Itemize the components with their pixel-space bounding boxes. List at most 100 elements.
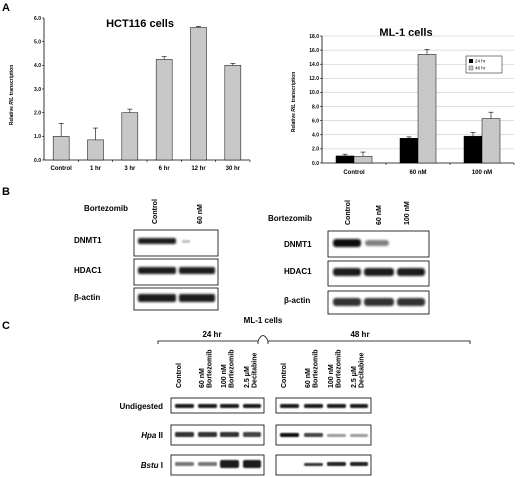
group-bracket [257,335,269,342]
blot-c: ML-1 cells 24 hr 48 hr Control 60 nM Borte… [119,316,471,476]
y-tick-label: 12.0 [309,76,319,82]
category-label: 1 hr [90,166,102,172]
row-label-dnmt1: DNMT1 [74,236,102,245]
band [243,404,261,408]
legend-label-48hr: 48 hr [475,66,486,71]
band [364,268,394,276]
band [397,298,425,306]
bar [335,155,355,164]
band [179,267,215,274]
treatment-label: Bortezomib [84,204,128,213]
ylabel-part: Relative [9,105,15,126]
y-tick-label: 6.0 [312,118,319,124]
band [138,238,176,244]
band [350,404,368,408]
bar [481,118,501,164]
chart-title-hct116: HCT116 cells [106,18,174,30]
y-tick-label: 2.0 [312,147,319,153]
chart-title-ml1: ML-1 cells [379,27,432,39]
ylabel-part: transcription [291,72,297,104]
band [280,404,299,408]
hct116-chart: HCT116 cells Relative RIL transcription … [9,16,251,172]
bar [417,54,437,164]
y-tick-label: 5.0 [34,39,41,45]
blot-b-left: Bortezomib Control 60 nM DNMT1 HDAC1 β-a… [74,199,219,311]
bar [52,136,70,161]
y-tick-label: 18.0 [309,34,319,40]
band [350,434,368,437]
blot-strip [275,424,372,446]
band [304,433,323,437]
y-axis-label-hct116: Relative RIL transcription [9,65,15,126]
y-tick-label: 2.0 [34,110,41,116]
band [182,240,190,243]
lane-label: Control [281,363,288,388]
row-label-enzyme: Hpa [141,431,157,440]
lane-label: Control [345,200,352,225]
band [198,404,217,408]
category-label: 60 nM [409,170,426,176]
ylabel-gene: RIL [9,97,15,105]
bar [190,27,207,161]
legend: 24 hr 48 hr [465,55,503,74]
category-label: Control [51,166,73,172]
row-label-enzyme: Bstu [141,461,159,470]
band [175,462,194,466]
band [365,240,389,246]
band [220,460,239,468]
category-label: 100 nM [472,170,492,176]
band [333,239,361,247]
y-tick-label: 1.0 [34,134,41,140]
category-label: 30 hr [226,166,241,172]
y-tick-label: 16.0 [309,48,319,54]
y-tick-label: 0.0 [34,158,41,164]
lane-label: Bortezomib [229,350,236,389]
group-bracket [267,340,471,344]
band [327,404,346,408]
bar [399,138,419,164]
band [333,298,361,306]
band [138,294,176,302]
legend-box [465,55,503,74]
group-label-24hr: 24 hr [202,330,221,339]
lane-label: Bortezomib [336,350,343,389]
y-tick-label: 4.0 [312,133,319,139]
lane-label: 60 nM [199,368,206,388]
category-label: 12 hr [191,166,206,172]
row-label-dnmt1: DNMT1 [284,240,312,249]
row-label-text: II [156,431,163,440]
lane-label: 60 nM [197,204,204,224]
row-label: Undigested [119,402,163,411]
y-tick-label: 0.0 [312,161,319,167]
band [243,432,261,437]
bar [463,135,483,164]
band [327,462,346,466]
band [333,268,361,276]
legend-label-24hr: 24 hr [475,59,486,64]
row-label-hdac1: HDAC1 [284,267,312,276]
ylabel-part: Relative [291,112,297,133]
y-tick-label: 8.0 [312,104,319,110]
blot-strip [275,454,372,476]
row-label-hdac1: HDAC1 [74,266,102,275]
band [397,268,425,276]
ml1-chart: ML-1 cells Relative RIL transcription 0.… [291,27,515,176]
bar [155,59,173,161]
band [304,404,323,408]
band [175,404,194,408]
band [243,460,261,468]
ylabel-part: transcription [9,65,15,97]
bar [121,112,139,161]
category-label: Control [343,170,365,176]
panel-letter-c: C [2,320,10,332]
band [175,432,194,437]
panel-letter-b: B [2,186,10,198]
blot-strip [170,397,265,414]
category-label: 6 hr [159,166,171,172]
blot-strip [275,397,372,414]
row-label: Hpa II [141,431,163,440]
lane-label: Control [152,199,159,224]
bar [224,65,242,161]
y-axis-label-ml1: Relative RIL transcription [291,72,297,133]
